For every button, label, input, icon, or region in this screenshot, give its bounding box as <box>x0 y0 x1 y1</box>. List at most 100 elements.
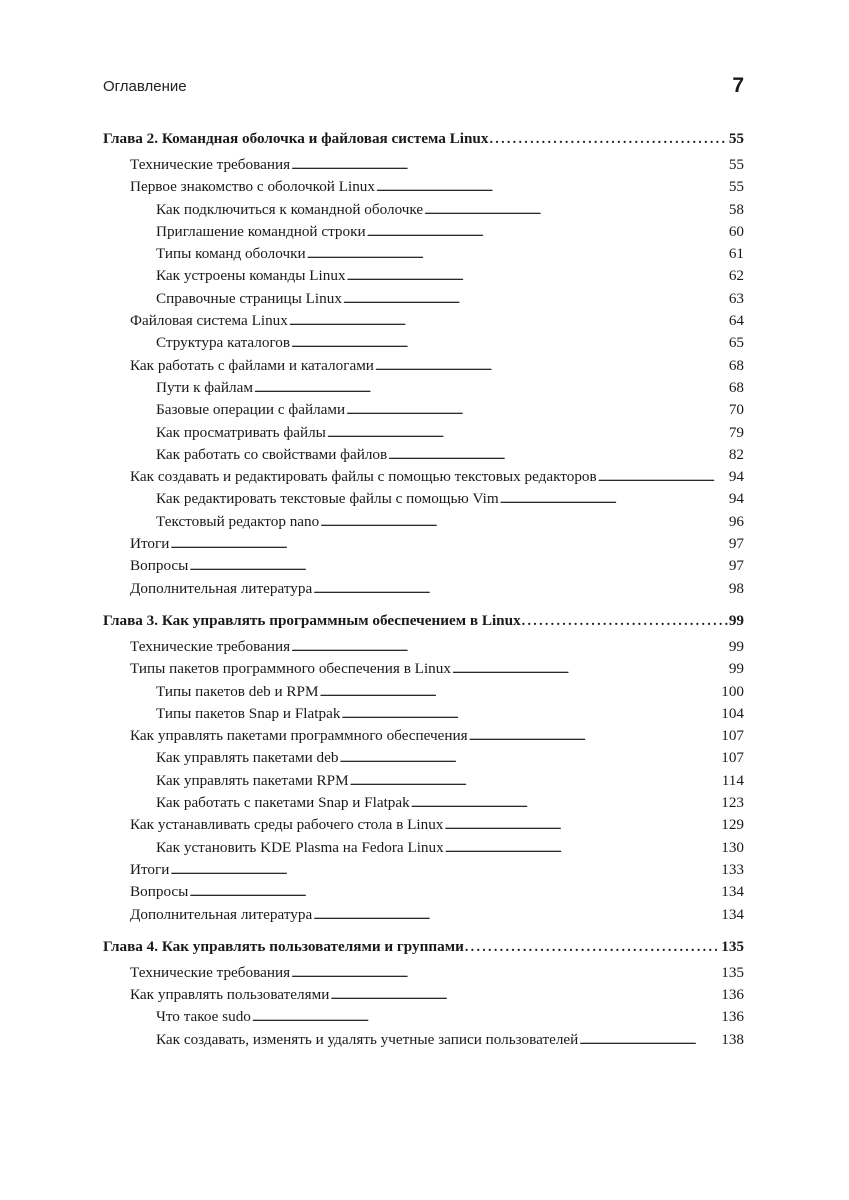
dot-leader <box>291 332 728 354</box>
toc-entry-label: Вопросы <box>130 883 189 901</box>
toc-chapter-entry: Глава 3. Как управлять программным обесп… <box>103 610 744 636</box>
toc-entry-page: 61 <box>728 245 744 263</box>
toc-entry: Типы пакетов deb и RPM 100 <box>103 681 744 703</box>
table-of-contents: Глава 2. Командная оболочка и файловая с… <box>103 128 744 1051</box>
toc-entry: Как управлять пакетами RPM 114 <box>103 770 744 792</box>
toc-entry: Как работать с пакетами Snap и Flatpak 12… <box>103 792 744 814</box>
dot-leader <box>289 310 728 332</box>
toc-entry: Как устанавливать среды рабочего стола в… <box>103 814 744 836</box>
toc-entry: Справочные страницы Linux 63 <box>103 288 744 310</box>
dot-leader <box>170 533 727 555</box>
toc-entry: Технические требования 135 <box>103 962 744 984</box>
toc-entry-page: 65 <box>728 334 744 352</box>
toc-entry-page: 82 <box>728 445 744 463</box>
toc-entry-page: 138 <box>721 1030 744 1048</box>
toc-entry-label: Как просматривать файлы <box>156 423 326 441</box>
running-header: Оглавление 7 <box>103 74 744 104</box>
dot-leader <box>489 128 727 151</box>
toc-entry-label: Как создавать, изменять и удалять учетны… <box>156 1030 579 1048</box>
toc-entry: Технические требования 99 <box>103 636 744 658</box>
toc-entry-page: 68 <box>728 356 744 374</box>
toc-entry: Текстовый редактор nano 96 <box>103 511 744 533</box>
dot-leader <box>444 814 720 836</box>
toc-entry-page: 130 <box>721 838 744 856</box>
toc-entry-label: Как работать с файлами и каталогами <box>130 356 374 374</box>
dot-leader <box>320 511 728 533</box>
toc-entry-label: Структура каталогов <box>156 334 291 352</box>
toc-entry-label: Как управлять пакетами программного обес… <box>130 727 468 745</box>
dot-leader <box>189 555 727 577</box>
toc-entry: Как работать с файлами и каталогами 68 <box>103 355 744 377</box>
toc-entry-page: 135 <box>721 937 744 955</box>
dot-leader <box>254 377 728 399</box>
dot-leader <box>291 636 728 658</box>
dot-leader <box>320 681 721 703</box>
toc-entry-page: 134 <box>721 883 744 901</box>
toc-entry-label: Глава 3. Как управлять программным обесп… <box>103 611 521 629</box>
toc-entry-page: 99 <box>728 660 744 678</box>
toc-entry-page: 97 <box>728 535 744 553</box>
toc-entry-page: 55 <box>728 130 744 147</box>
toc-entry: Типы пакетов программного обеспечения в … <box>103 658 744 680</box>
toc-entry-label: Текстовый редактор nano <box>156 512 320 530</box>
toc-entry: Вопросы 97 <box>103 555 744 577</box>
dot-leader <box>347 265 728 287</box>
toc-entry-label: Как устанавливать среды рабочего стола в… <box>130 816 444 834</box>
dot-leader <box>339 747 720 769</box>
toc-entry: Как установить KDE Plasma на Fedora Linu… <box>103 837 744 859</box>
toc-entry-label: Технические требования <box>130 637 291 655</box>
page-number: 7 <box>732 74 744 97</box>
toc-entry-page: 62 <box>728 267 744 285</box>
dot-leader <box>465 936 720 959</box>
dot-leader <box>291 962 720 984</box>
dot-leader <box>469 725 721 747</box>
toc-entry-label: Базовые операции с файлами <box>156 401 346 419</box>
dot-leader <box>367 221 728 243</box>
toc-entry-page: 136 <box>721 986 744 1004</box>
running-header-title: Оглавление <box>103 78 187 95</box>
toc-entry-label: Как управлять пользователями <box>130 986 330 1004</box>
toc-entry-page: 58 <box>728 200 744 218</box>
toc-entry-label: Файловая система Linux <box>130 312 288 330</box>
toc-entry-page: 104 <box>721 704 744 722</box>
toc-entry-page: 70 <box>728 401 744 419</box>
toc-entry: Типы команд оболочки 61 <box>103 243 744 265</box>
toc-entry-label: Первое знакомство с оболочкой Linux <box>130 178 375 196</box>
toc-entry: Как редактировать текстовые файлы с помо… <box>103 488 744 510</box>
dot-leader <box>424 199 728 221</box>
toc-entry-label: Как работать с пакетами Snap и Flatpak <box>156 794 410 812</box>
toc-entry-label: Типы команд оболочки <box>156 245 306 263</box>
toc-entry-page: 55 <box>728 178 744 196</box>
toc-entry-page: 107 <box>721 749 744 767</box>
toc-entry: Что такое sudo 136 <box>103 1006 744 1028</box>
dot-leader <box>375 355 728 377</box>
dot-leader <box>330 984 720 1006</box>
toc-entry-page: 55 <box>728 156 744 173</box>
toc-entry: Типы пакетов Snap и Flatpak 104 <box>103 703 744 725</box>
toc-entry-label: Приглашение командной строки <box>156 222 366 240</box>
toc-entry-label: Как управлять пакетами deb <box>156 749 339 767</box>
toc-entry: Как управлять пакетами deb 107 <box>103 747 744 769</box>
toc-entry: Как управлять пользователями 136 <box>103 984 744 1006</box>
toc-entry: Итоги 97 <box>103 533 744 555</box>
toc-entry: Как устроены команды Linux 62 <box>103 265 744 287</box>
dot-leader <box>341 703 720 725</box>
dot-leader <box>313 904 720 926</box>
toc-entry: Вопросы 134 <box>103 881 744 903</box>
toc-entry: Как управлять пакетами программного обес… <box>103 725 744 747</box>
dot-leader <box>170 859 720 881</box>
toc-entry-label: Глава 4. Как управлять пользователями и … <box>103 937 464 955</box>
toc-entry-label: Типы пакетов программного обеспечения в … <box>130 660 451 678</box>
toc-entry: Как подключиться к командной оболочке 58 <box>103 199 744 221</box>
toc-entry-page: 107 <box>721 727 744 745</box>
toc-entry-label: Итоги <box>130 860 170 878</box>
toc-entry-page: 98 <box>728 579 744 597</box>
toc-entry-page: 135 <box>721 963 744 981</box>
toc-entry: Итоги 133 <box>103 859 744 881</box>
toc-entry-page: 64 <box>728 312 744 330</box>
dot-leader <box>327 422 728 444</box>
toc-entry-label: Глава 2. Командная оболочка и файловая с… <box>103 130 489 147</box>
toc-entry: Как создавать, изменять и удалять учетны… <box>103 1029 744 1051</box>
toc-entry-page: 63 <box>728 289 744 307</box>
toc-entry-page: 134 <box>721 905 744 923</box>
